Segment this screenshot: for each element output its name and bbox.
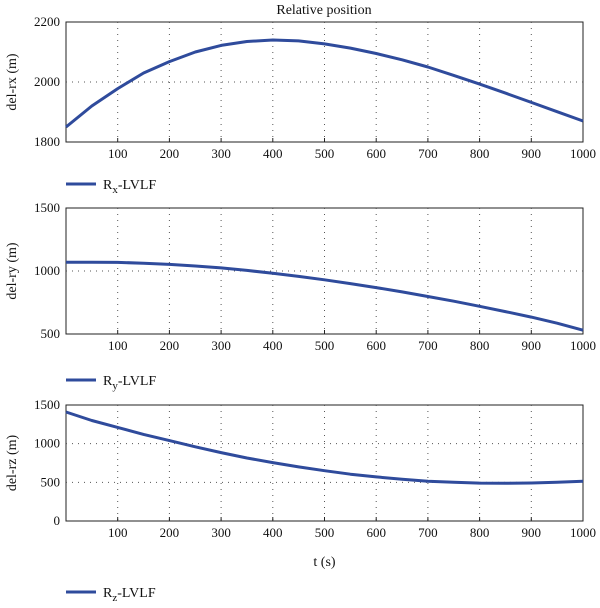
y-axis-label: del-rz (m) (5, 434, 20, 491)
legend-main: R (103, 374, 113, 389)
y-tick-label: 500 (41, 326, 61, 341)
y-tick-label: 0 (54, 513, 61, 528)
legend-label: Rx-LVLF (103, 178, 156, 196)
legend-entry: Rz-LVLF (66, 586, 156, 604)
x-tick-label: 200 (160, 146, 180, 161)
x-tick-label: 800 (470, 146, 490, 161)
x-tick-label: 700 (418, 525, 438, 540)
legend-suffix: -LVLF (118, 374, 157, 389)
legend-subscript: y (112, 380, 118, 392)
x-tick-label: 300 (211, 146, 231, 161)
chart-title: Relative position (276, 3, 371, 18)
y-tick-label: 1500 (34, 200, 60, 215)
legend-suffix: -LVLF (117, 586, 156, 601)
legend-main: R (103, 586, 113, 601)
x-tick-label: 900 (522, 146, 542, 161)
y-tick-label: 1800 (34, 134, 60, 149)
x-axis-label: t (s) (313, 555, 336, 570)
y-tick-label: 1000 (34, 436, 60, 451)
x-tick-label: 700 (418, 338, 438, 353)
series-line-rx-lvlf (65, 38, 584, 129)
series-line-ry-lvlf (66, 260, 584, 332)
x-tick-label: 900 (522, 525, 542, 540)
series-line-rz-lvlf (65, 410, 584, 485)
chart-panel-1: 100 200 300 400 500 600 700 800 900 1000 1800 2000 2… (5, 14, 596, 196)
x-tick-label: 300 (211, 525, 231, 540)
chart-panel-3: 100 200 300 400 500 600 700 800 900 1000 0 500 1000 1… (5, 397, 596, 604)
x-tick-label: 200 (160, 525, 180, 540)
x-tick-label: 800 (470, 525, 490, 540)
x-tick-label: 100 (108, 338, 128, 353)
legend-entry: Ry-LVLF (66, 374, 156, 392)
y-axis-label: del-rx (m) (5, 53, 20, 110)
x-tick-label: 600 (366, 146, 386, 161)
x-tick-label: 100 (108, 146, 128, 161)
legend-label: Rz-LVLF (103, 586, 156, 604)
x-tick-label: 500 (315, 146, 335, 161)
legend-label: Ry-LVLF (103, 374, 156, 392)
chart-panel-2: 100 200 300 400 500 600 700 800 900 1000 500 1000 15… (5, 200, 596, 392)
y-tick-label: 1500 (34, 397, 60, 412)
y-tick-label: 500 (41, 474, 61, 489)
x-tick-label: 1000 (570, 338, 596, 353)
legend-main: R (103, 178, 113, 193)
x-tick-label: 300 (211, 338, 231, 353)
y-tick-label: 1000 (34, 263, 60, 278)
x-tick-label: 800 (470, 338, 490, 353)
legend-subscript: z (112, 592, 117, 604)
x-tick-label: 600 (366, 338, 386, 353)
x-tick-label: 200 (160, 338, 180, 353)
y-tick-label: 2200 (34, 14, 60, 29)
x-tick-label: 400 (263, 525, 283, 540)
legend-entry: Rx-LVLF (66, 178, 156, 196)
x-tick-label: 600 (366, 525, 386, 540)
x-tick-label: 500 (315, 525, 335, 540)
y-tick-label: 2000 (34, 74, 60, 89)
plot-frame (65, 404, 584, 522)
legend-subscript: x (112, 184, 118, 196)
x-tick-label: 700 (418, 146, 438, 161)
x-tick-label: 1000 (570, 525, 596, 540)
chart-panels: 100 200 300 400 500 600 700 800 900 1000180020002… (5, 14, 596, 604)
x-tick-label: 1000 (570, 146, 596, 161)
x-tick-label: 400 (263, 338, 283, 353)
legend-suffix: -LVLF (118, 178, 157, 193)
x-tick-label: 100 (108, 525, 128, 540)
x-tick-label: 400 (263, 146, 283, 161)
y-axis-label: del-ry (m) (5, 242, 20, 299)
x-tick-label: 500 (315, 338, 335, 353)
x-tick-label: 900 (522, 338, 542, 353)
